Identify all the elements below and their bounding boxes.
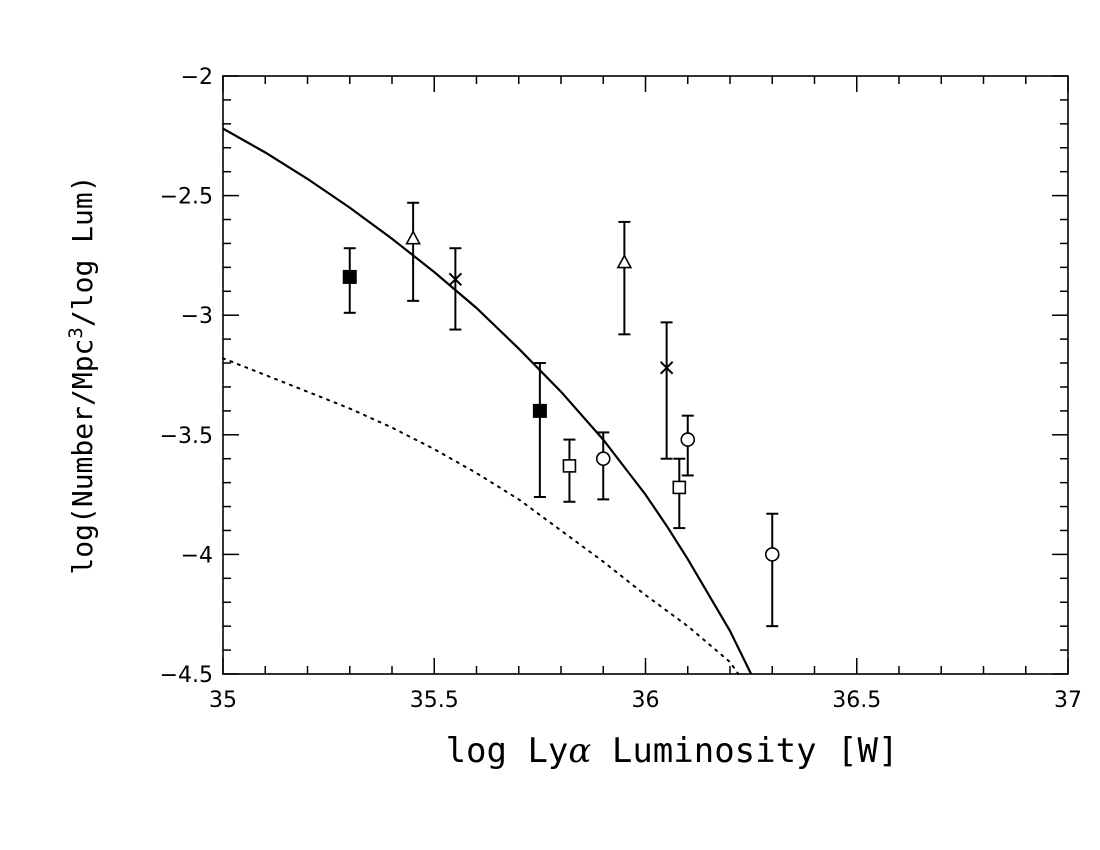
x-tick-label: 35.5 bbox=[410, 688, 459, 713]
x-tick-label: 35 bbox=[209, 688, 237, 713]
y-tick-labels: −2 −2.5 −3 −3.5 −4 −4.5 bbox=[160, 65, 213, 688]
axis-ticks bbox=[222, 75, 1069, 675]
y-tick-label: −3.5 bbox=[160, 424, 213, 449]
x-tick-label: 37 bbox=[1054, 688, 1082, 713]
plot-frame bbox=[222, 75, 1069, 675]
filled-square-point bbox=[532, 362, 547, 498]
marker-filled-square bbox=[532, 403, 547, 418]
open-square-point bbox=[672, 457, 687, 530]
x-tick-labels: 35 35.5 36 36.5 37 bbox=[209, 688, 1082, 713]
dotted-model-curve bbox=[222, 357, 740, 675]
x-tick-label: 36 bbox=[632, 688, 660, 713]
marker-filled-square bbox=[342, 269, 357, 284]
triangle-point bbox=[616, 220, 633, 336]
open-square-point bbox=[562, 438, 577, 503]
marker-circle bbox=[764, 547, 780, 562]
y-tick-label: −2.5 bbox=[160, 185, 213, 210]
y-axis-label: log(Number/Mpc3/log Lum) bbox=[65, 175, 99, 574]
y-tick-label: −4.5 bbox=[160, 663, 213, 688]
cross-point bbox=[659, 321, 674, 460]
filled-square-point bbox=[342, 247, 357, 314]
marker-triangle bbox=[616, 253, 633, 269]
y-tick-label: −3 bbox=[181, 304, 213, 329]
x-tick-label: 36.5 bbox=[832, 688, 881, 713]
circle-point bbox=[680, 414, 696, 477]
marker-triangle bbox=[405, 229, 421, 245]
x-axis-label: log Lyα Luminosity [W] bbox=[446, 731, 899, 771]
circle-point bbox=[764, 512, 780, 628]
circle-point bbox=[595, 431, 611, 501]
y-tick-label: −2 bbox=[181, 65, 213, 90]
triangle-point bbox=[405, 201, 421, 302]
marker-open-square bbox=[672, 480, 687, 495]
marker-cross bbox=[448, 272, 463, 287]
model-curves bbox=[222, 127, 753, 675]
marker-circle bbox=[680, 432, 696, 447]
cross-point bbox=[448, 247, 463, 331]
marker-circle bbox=[595, 451, 611, 467]
marker-cross bbox=[659, 361, 674, 375]
marker-open-square bbox=[562, 459, 577, 473]
y-tick-label: −4 bbox=[181, 543, 213, 568]
data-points bbox=[342, 201, 780, 628]
solid-model-curve bbox=[222, 127, 753, 675]
